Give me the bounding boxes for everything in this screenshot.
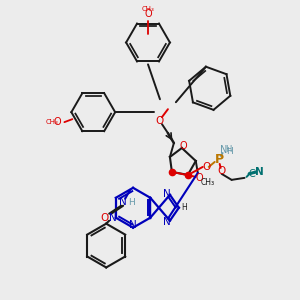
- Text: H: H: [225, 146, 232, 154]
- Text: O: O: [218, 166, 226, 176]
- Text: N: N: [163, 189, 171, 199]
- Text: CH₃: CH₃: [142, 6, 154, 12]
- Text: O: O: [156, 116, 164, 126]
- Text: O: O: [202, 162, 211, 172]
- Text: N: N: [163, 217, 171, 227]
- Text: N: N: [129, 220, 137, 230]
- Text: P: P: [215, 154, 224, 166]
- Text: H: H: [226, 148, 233, 157]
- Text: CH₃: CH₃: [46, 119, 59, 125]
- Text: N: N: [255, 167, 264, 177]
- Text: O: O: [54, 117, 61, 127]
- Text: O: O: [196, 173, 204, 183]
- Text: O: O: [100, 213, 108, 223]
- Text: H: H: [128, 198, 134, 207]
- Text: C: C: [248, 169, 255, 179]
- Text: O: O: [144, 9, 152, 19]
- Text: N: N: [220, 145, 227, 155]
- Text: N: N: [119, 197, 127, 207]
- Text: O: O: [179, 141, 187, 151]
- Text: H: H: [181, 203, 187, 212]
- Text: N: N: [109, 213, 117, 223]
- Text: CH₃: CH₃: [201, 178, 215, 187]
